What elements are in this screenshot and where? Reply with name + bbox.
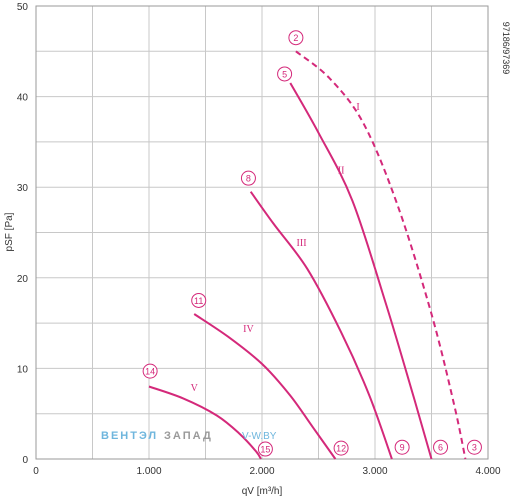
y-tick-label: 0 bbox=[22, 455, 28, 466]
marker-label: 5 bbox=[282, 69, 287, 79]
series-label: III bbox=[297, 238, 307, 249]
series-line-iv bbox=[193, 313, 337, 460]
y-tick-label: 20 bbox=[17, 274, 29, 285]
y-tick-label: 50 bbox=[17, 2, 29, 13]
marker-label: 8 bbox=[246, 174, 251, 184]
x-axis-title: qV [m³/h] bbox=[242, 486, 283, 497]
marker-circle bbox=[257, 441, 273, 457]
series-label: II bbox=[338, 166, 345, 177]
y-tick-label: 10 bbox=[17, 364, 29, 375]
marker-circle bbox=[288, 30, 304, 46]
marker-circle bbox=[394, 439, 410, 455]
y-axis-title: pSF [Pa] bbox=[4, 212, 15, 251]
operating-point-marker: 12 bbox=[333, 440, 349, 456]
series-line-iii bbox=[249, 191, 393, 460]
operating-point-marker: 6 bbox=[433, 439, 449, 455]
marker-label: 9 bbox=[400, 443, 405, 453]
series-curves bbox=[148, 50, 467, 460]
marker-circle bbox=[433, 439, 449, 455]
point-markers: 2 5 8 11 14 3 6 9 12 15 bbox=[142, 30, 482, 457]
operating-point-marker: 15 bbox=[257, 441, 273, 457]
marker-label: 15 bbox=[260, 445, 270, 455]
series-line-i bbox=[295, 50, 467, 460]
operating-point-marker: 5 bbox=[277, 66, 293, 82]
marker-label: 2 bbox=[293, 33, 298, 43]
x-tick-label: 2.000 bbox=[249, 466, 274, 477]
marker-label: 14 bbox=[145, 367, 155, 377]
series-line-ii bbox=[289, 82, 433, 460]
operating-point-marker: 8 bbox=[240, 170, 256, 186]
marker-circle bbox=[240, 170, 256, 186]
marker-circle bbox=[277, 66, 293, 82]
series-label: I bbox=[356, 102, 359, 113]
series-label: V bbox=[191, 383, 199, 394]
operating-point-marker: 3 bbox=[466, 439, 482, 455]
chart-grid bbox=[35, 5, 489, 460]
y-tick-label: 40 bbox=[17, 93, 29, 104]
marker-circle bbox=[142, 363, 158, 379]
operating-point-marker: 9 bbox=[394, 439, 410, 455]
marker-label: 11 bbox=[194, 296, 203, 306]
watermark-text-part1: ВЕНТЭЛ bbox=[101, 430, 158, 442]
marker-circle bbox=[333, 440, 349, 456]
x-tick-label: 3.000 bbox=[362, 466, 387, 477]
marker-label: 3 bbox=[472, 443, 477, 453]
x-tick-label: 0 bbox=[33, 466, 39, 477]
plot-frame bbox=[35, 5, 489, 460]
watermark-text-part3: V-W.BY bbox=[242, 431, 277, 442]
marker-circle bbox=[466, 439, 482, 455]
series-line-v bbox=[148, 385, 262, 460]
axis-ticks: 0 1.000 2.000 3.000 4.000 0 10 20 30 40 50 bbox=[17, 2, 501, 477]
marker-circle bbox=[191, 292, 207, 308]
watermark-text-part2: ЗАПАД bbox=[164, 430, 213, 442]
series-label: IV bbox=[243, 324, 254, 335]
y-tick-label: 30 bbox=[17, 183, 29, 194]
chart-reference-code: 97186/97369 bbox=[501, 22, 511, 75]
x-tick-label: 4.000 bbox=[475, 466, 500, 477]
marker-label: 12 bbox=[336, 444, 346, 454]
x-tick-label: 1.000 bbox=[136, 466, 161, 477]
operating-point-marker: 14 bbox=[142, 363, 158, 379]
marker-label: 6 bbox=[438, 443, 443, 453]
operating-point-marker: 2 bbox=[288, 30, 304, 46]
operating-point-marker: 11 bbox=[191, 292, 207, 308]
